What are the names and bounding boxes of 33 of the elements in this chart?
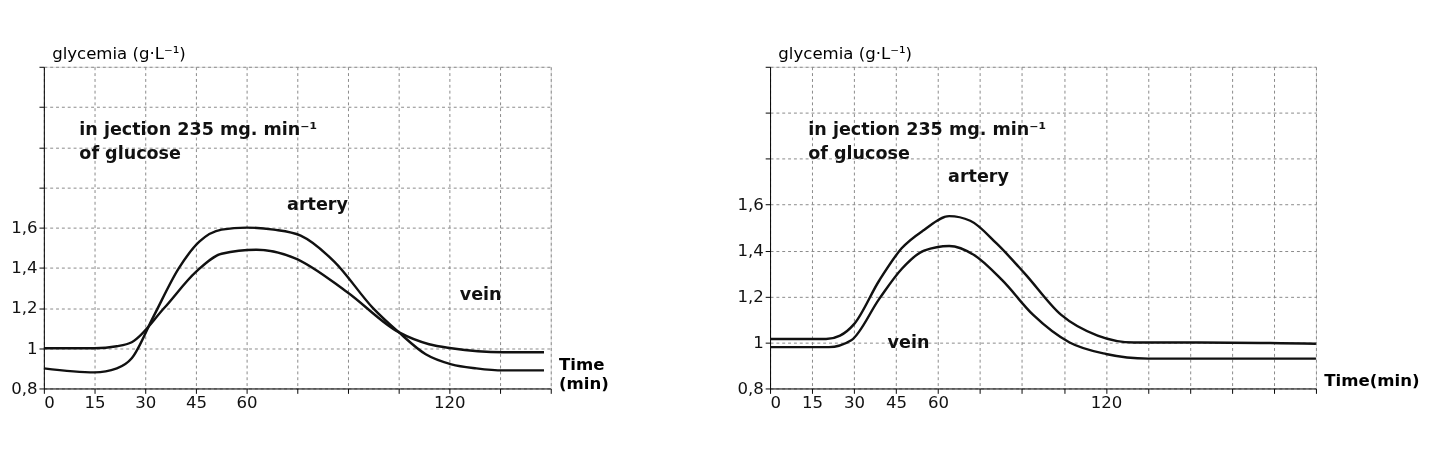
x-tick-label: 45 bbox=[185, 393, 207, 413]
annotation: in jection 235 mg. min⁻¹ of glucose bbox=[79, 119, 318, 163]
y-tick-label: 1,6 bbox=[737, 195, 764, 215]
x-axis-title: Time(min) bbox=[1324, 371, 1420, 391]
line-series bbox=[42, 226, 546, 374]
y-tick-label: 1 bbox=[753, 332, 764, 352]
y-tick-label: 1,4 bbox=[737, 240, 764, 260]
x-tick-label: 0 bbox=[770, 393, 782, 413]
series-label: artery bbox=[287, 194, 349, 215]
y-tick-label: 1,2 bbox=[737, 286, 764, 306]
x-tick-label: 30 bbox=[135, 393, 157, 413]
series-label: vein bbox=[887, 331, 930, 352]
x-tick-label: 60 bbox=[236, 393, 258, 413]
x-tick-label: 60 bbox=[927, 393, 950, 413]
y-tick-label: 1,6 bbox=[11, 218, 38, 237]
y-tick-label: 1,2 bbox=[11, 298, 38, 318]
x-tick-label: 120 bbox=[1090, 393, 1123, 413]
y-tick-label: 0,8 bbox=[737, 378, 764, 398]
x-tick-label: 120 bbox=[434, 393, 466, 413]
y-tick-label: 1 bbox=[26, 338, 38, 358]
x-tick-label: 45 bbox=[885, 393, 908, 413]
y-tick-label: 0,8 bbox=[11, 378, 38, 398]
x-tick-label: 15 bbox=[802, 393, 824, 413]
x-axis-title: Time (min) bbox=[559, 355, 609, 393]
x-tick-label: 30 bbox=[844, 393, 866, 413]
x-tick-label: 15 bbox=[84, 393, 106, 413]
y-axis-title: glycemia (g·L⁻¹) bbox=[52, 44, 186, 64]
line-series bbox=[768, 244, 1318, 360]
x-tick-label: 0 bbox=[44, 393, 55, 413]
y-axis-title: glycemia (g·L⁻¹) bbox=[778, 44, 913, 64]
y-tick-label: 1,4 bbox=[11, 258, 38, 278]
series-label: artery bbox=[948, 166, 1010, 187]
text: vein bbox=[459, 283, 502, 304]
